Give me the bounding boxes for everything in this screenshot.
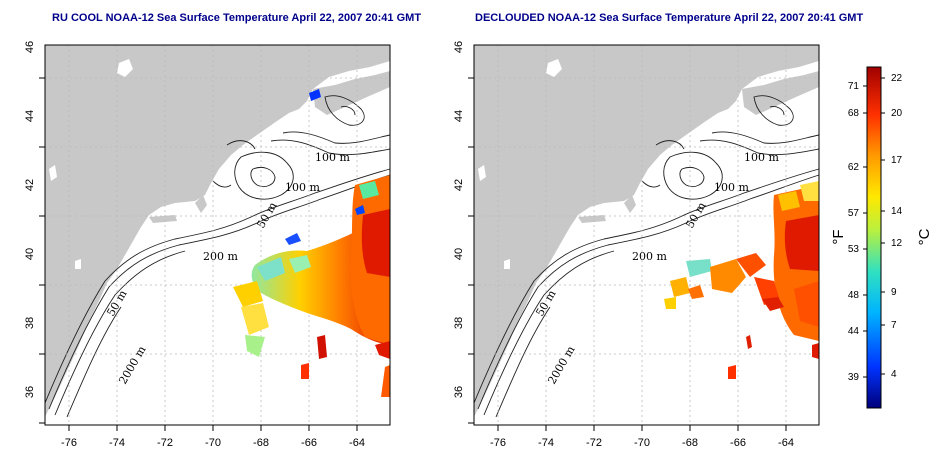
lon-tick-label: -74 xyxy=(109,437,125,449)
lon-labels-left: -76 -74 -72 -70 -68 -66 -64 xyxy=(61,437,365,449)
isobath-label: 100 m xyxy=(744,151,779,164)
map-frame xyxy=(44,44,391,426)
lat-tick-label: 38 xyxy=(24,317,36,329)
axis-right xyxy=(468,77,787,431)
isobath-label: 200 m xyxy=(203,250,238,263)
lat-tick-label: 36 xyxy=(453,386,465,398)
lat-tick-label: 44 xyxy=(24,110,36,122)
lon-labels-right: -76 -74 -72 -70 -68 -66 -64 xyxy=(490,437,794,449)
lon-tick-label: -70 xyxy=(205,437,221,449)
sst-coverage-right xyxy=(664,181,819,379)
lat-tick-label: 36 xyxy=(24,386,36,398)
lon-tick-label: -74 xyxy=(538,437,554,449)
lon-tick-label: -64 xyxy=(349,437,365,449)
lon-tick-label: -64 xyxy=(778,437,794,449)
lon-tick-label: -72 xyxy=(157,437,173,449)
celsius-tick-label: 7 xyxy=(891,320,897,331)
lat-tick-label: 46 xyxy=(24,41,36,53)
celsius-unit-label: °C xyxy=(916,228,933,245)
lat-tick-label: 42 xyxy=(24,179,36,191)
fahrenheit-tick-label: 48 xyxy=(848,290,860,301)
axis-left xyxy=(39,77,358,431)
lon-tick-label: -66 xyxy=(301,437,317,449)
lon-tick-label: -76 xyxy=(61,437,77,449)
map-panel-left: 100 m 100 m 50 m 200 m 50 m 2000 m xyxy=(44,44,391,426)
lon-tick-label: -70 xyxy=(634,437,650,449)
lat-tick-label: 40 xyxy=(24,248,36,260)
lon-tick-label: -66 xyxy=(730,437,746,449)
lon-tick-label: -68 xyxy=(253,437,269,449)
celsius-tick-label: 14 xyxy=(891,206,903,217)
lon-tick-label: -68 xyxy=(682,437,698,449)
fahrenheit-tick-label: 71 xyxy=(848,81,860,92)
fahrenheit-unit-label: °F xyxy=(830,229,847,244)
fahrenheit-tick-label: 39 xyxy=(848,372,860,383)
celsius-tick-label: 22 xyxy=(891,73,903,84)
celsius-tick-label: 12 xyxy=(891,238,903,249)
fahrenheit-tick-label: 44 xyxy=(848,326,860,337)
lon-tick-label: -76 xyxy=(490,437,506,449)
map-title-left: RU COOL NOAA-12 Sea Surface Temperature … xyxy=(52,12,422,24)
celsius-tick-label: 9 xyxy=(891,287,897,298)
celsius-tick-label: 20 xyxy=(891,108,903,119)
map-title-right: DECLOUDED NOAA-12 Sea Surface Temperatur… xyxy=(475,12,864,24)
lat-tick-label: 46 xyxy=(453,41,465,53)
map-panel-right: 100 m 100 m 50 m 200 m 50 m 2000 m xyxy=(473,44,820,426)
lon-tick-label: -72 xyxy=(586,437,602,449)
celsius-tick-label: 4 xyxy=(891,369,897,380)
fahrenheit-tick-label: 53 xyxy=(848,244,860,255)
isobath-label: 200 m xyxy=(632,250,667,263)
lat-tick-label: 42 xyxy=(453,179,465,191)
lat-tick-label: 44 xyxy=(453,110,465,122)
lat-tick-label: 40 xyxy=(453,248,465,260)
isobath-label: 100 m xyxy=(714,181,749,194)
colorbar-gradient xyxy=(866,66,882,409)
fahrenheit-tick-label: 68 xyxy=(848,108,860,119)
fahrenheit-tick-label: 57 xyxy=(848,208,860,219)
isobath-label: 100 m xyxy=(315,151,350,164)
fahrenheit-tick-label: 62 xyxy=(848,162,860,173)
celsius-tick-label: 17 xyxy=(891,155,903,166)
isobath-label: 100 m xyxy=(285,181,320,194)
lat-tick-label: 38 xyxy=(453,317,465,329)
map-frame xyxy=(473,44,820,426)
lat-labels-right: 46 44 42 40 38 36 xyxy=(453,41,465,398)
sst-coverage-left xyxy=(233,89,390,397)
colorbar: 71 68 62 57 53 48 44 39 22 20 17 14 12 9… xyxy=(830,66,933,409)
lat-labels-left: 46 44 42 40 38 36 xyxy=(24,41,36,398)
